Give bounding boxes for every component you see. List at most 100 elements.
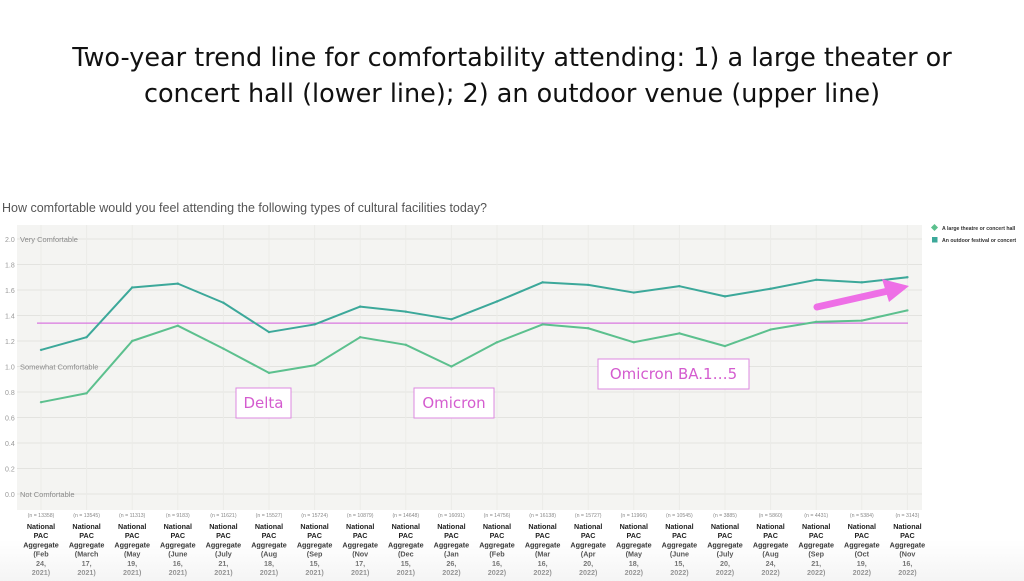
x-tick-label: PAC bbox=[854, 531, 869, 540]
series-2-point bbox=[313, 323, 316, 326]
y-tick-label: 1.8 bbox=[5, 263, 15, 270]
annotation-label: Omicron BA.1…5 bbox=[610, 365, 737, 383]
x-sample-size-label: (n = 11621) bbox=[210, 513, 237, 519]
y-tick-label: 0.0 bbox=[5, 492, 15, 499]
annotation-1: Delta bbox=[235, 387, 292, 419]
series-1-point bbox=[495, 341, 499, 344]
x-tick-label: Aggregate bbox=[297, 540, 333, 549]
series-2-point bbox=[85, 335, 88, 339]
x-tick-label: (Nov bbox=[899, 550, 915, 559]
x-sample-size-label: (n = 9183) bbox=[166, 513, 190, 519]
series-line-2 bbox=[40, 276, 908, 351]
x-tick-label: Aggregate bbox=[206, 540, 242, 549]
x-tick-label: 2021) bbox=[260, 568, 279, 577]
x-tick-label: 19, bbox=[127, 559, 137, 568]
x-sample-size-label: (n = 14756) bbox=[484, 513, 511, 519]
x-tick-label: 17, bbox=[355, 559, 365, 568]
trend-arrow-head bbox=[882, 279, 909, 302]
x-tick-label: (Aug bbox=[261, 550, 277, 559]
series-2-point bbox=[541, 281, 544, 284]
plot-area bbox=[17, 225, 922, 510]
series-2-point bbox=[815, 278, 818, 281]
series-2-point bbox=[632, 291, 635, 294]
x-tick-label: 2022) bbox=[853, 568, 872, 577]
x-tick-label: (Feb bbox=[33, 550, 49, 559]
trend-arrow-icon bbox=[813, 279, 909, 311]
y-category-label: Somewhat Comfortable bbox=[20, 363, 98, 372]
x-tick-label: 2021) bbox=[169, 568, 188, 577]
x-sample-size-label: (n = 15727) bbox=[575, 513, 602, 519]
x-tick-label: (May bbox=[626, 550, 642, 559]
x-tick-label: PAC bbox=[125, 531, 140, 540]
slide-title: Two-year trend line for comfortability a… bbox=[30, 40, 994, 112]
x-tick-label: Aggregate bbox=[388, 540, 424, 549]
series-1-point bbox=[541, 323, 544, 326]
x-tick-label: 2022) bbox=[442, 568, 461, 577]
x-tick-label: PAC bbox=[262, 531, 277, 540]
x-tick-label: 2021) bbox=[123, 568, 142, 577]
x-tick-label: Aggregate bbox=[160, 540, 196, 549]
x-sample-size-label: (n = 10879) bbox=[347, 513, 374, 519]
x-tick-label: National bbox=[27, 522, 55, 531]
series-2-point bbox=[39, 348, 43, 352]
x-tick-label: (Sep bbox=[307, 550, 323, 559]
x-tick-label: PAC bbox=[490, 531, 505, 540]
x-tick-label: 2022) bbox=[716, 568, 735, 577]
x-tick-label: (Jan bbox=[444, 550, 459, 559]
y-tick-label: 0.6 bbox=[5, 416, 15, 423]
x-tick-label: National bbox=[300, 522, 328, 531]
x-tick-label: (Dec bbox=[398, 550, 414, 559]
x-tick-label: 2022) bbox=[807, 568, 826, 577]
x-tick-label: 2021) bbox=[32, 568, 51, 577]
x-tick-label: 2021) bbox=[397, 568, 416, 577]
series-1-point bbox=[678, 332, 681, 335]
x-tick-label: 2022) bbox=[579, 568, 598, 577]
x-tick-label: 24, bbox=[36, 559, 46, 568]
x-sample-size-label: (n = 16091) bbox=[438, 513, 465, 519]
x-sample-size-label: (n = 15527) bbox=[256, 513, 283, 519]
x-tick-label: (Feb bbox=[489, 550, 505, 559]
x-tick-label: Aggregate bbox=[114, 540, 150, 549]
y-tick-label: 1.4 bbox=[5, 314, 15, 321]
x-sample-size-label: (n = 16138) bbox=[529, 513, 556, 519]
series-2-point bbox=[678, 284, 681, 288]
legend-item-2: An outdoor festival or concert bbox=[932, 237, 1016, 244]
x-tick-label: Aggregate bbox=[251, 540, 287, 549]
y-tick-label: 1.2 bbox=[5, 339, 15, 346]
x-sample-size-label: (n = 13545) bbox=[73, 513, 100, 519]
y-tick-label: 1.0 bbox=[5, 365, 15, 372]
x-tick-label: Aggregate bbox=[23, 540, 59, 549]
x-tick-label: PAC bbox=[398, 531, 413, 540]
series-2-point bbox=[222, 301, 225, 304]
series-2-point bbox=[176, 282, 179, 285]
x-tick-label: PAC bbox=[809, 531, 824, 540]
series-2-point bbox=[404, 310, 407, 313]
x-tick-label: 16, bbox=[902, 559, 912, 568]
y-category-label: Not Comfortable bbox=[20, 490, 75, 499]
y-tick-label: 2.0 bbox=[5, 237, 15, 244]
x-tick-label: PAC bbox=[79, 531, 94, 540]
x-tick-label: National bbox=[665, 522, 693, 531]
x-tick-label: 2021) bbox=[77, 568, 96, 577]
series-2-point bbox=[906, 276, 909, 279]
series-2-point bbox=[131, 286, 134, 289]
series-1-point bbox=[131, 339, 134, 343]
x-tick-label: 2021) bbox=[305, 568, 324, 577]
x-tick-label: Aggregate bbox=[798, 540, 834, 549]
x-tick-label: (Aug bbox=[762, 550, 778, 559]
x-tick-label: Aggregate bbox=[890, 540, 926, 549]
series-1-point bbox=[906, 309, 909, 312]
x-tick-label: 2021) bbox=[214, 568, 233, 577]
x-tick-label: PAC bbox=[216, 531, 231, 540]
annotation-3: Omicron BA.1…5 bbox=[597, 358, 750, 390]
x-tick-label: 20, bbox=[583, 559, 593, 568]
x-tick-label: 19, bbox=[857, 559, 867, 568]
y-tick-label: 0.2 bbox=[5, 467, 15, 474]
series-2-point bbox=[860, 281, 863, 284]
x-tick-label: 15, bbox=[401, 559, 411, 568]
x-tick-label: PAC bbox=[672, 531, 687, 540]
x-tick-label: 21, bbox=[218, 559, 228, 568]
x-tick-label: (Apr bbox=[581, 550, 596, 559]
x-tick-label: PAC bbox=[763, 531, 778, 540]
x-tick-label: 18, bbox=[264, 559, 274, 568]
